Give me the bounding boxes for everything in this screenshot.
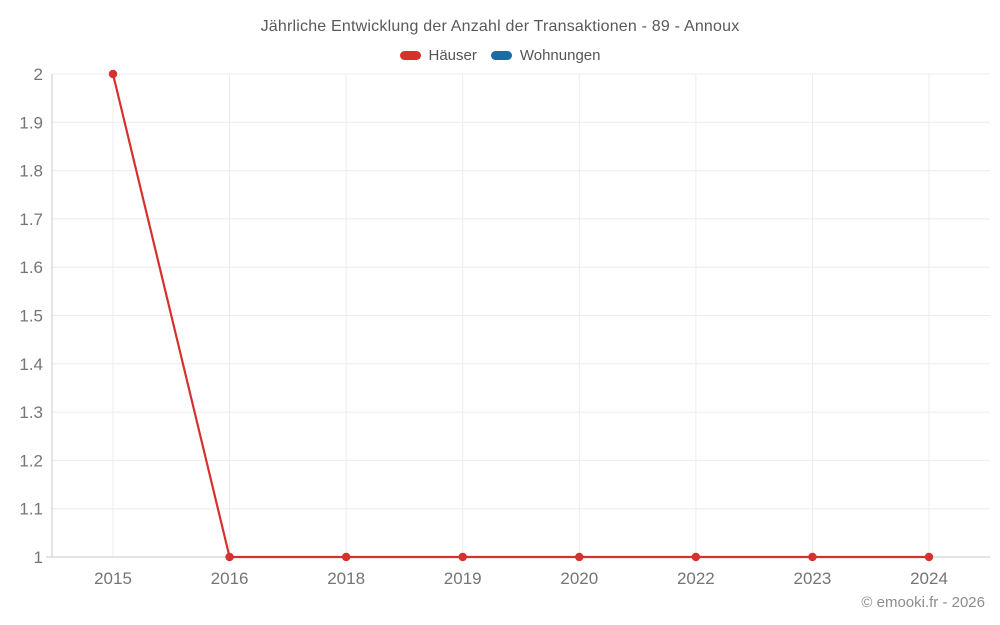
legend-swatch-hauser [399,51,421,60]
series-line [111,73,929,559]
y-tick-label: 1 [34,548,43,567]
legend-item-wohnungen[interactable]: Wohnungen [490,47,601,64]
x-tick-label: 2019 [444,569,482,588]
data-point[interactable] [341,552,351,562]
legend-label-hauser: Häuser [428,47,477,64]
legend-label-wohnungen: Wohnungen [519,47,601,64]
legend-item-hauser[interactable]: Häuser [399,47,477,64]
x-tick-label: 2018 [327,569,365,588]
copyright: © emooki.fr - 2026 [861,594,985,611]
data-point[interactable] [458,552,467,562]
legend-swatch-wohnungen [490,51,512,60]
y-tick-label: 1.9 [19,113,43,132]
y-tick-label: 1.5 [19,307,43,326]
chart-title: Jährliche Entwicklung der Anzahl der Tra… [260,18,740,35]
x-tick-label: 2023 [794,569,832,588]
y-tick-label: 2 [34,65,43,84]
y-tick-label: 1.4 [19,355,43,374]
y-tick-label: 1.1 [19,500,43,519]
y-tick-label: 1.6 [19,258,43,277]
y-tick-label: 1.3 [19,403,43,422]
data-point[interactable] [575,552,584,562]
y-tick-label: 1.8 [19,162,43,181]
x-tick-label: 2024 [910,569,948,588]
chart-legend: Häuser Wohnungen [0,47,1000,64]
data-point[interactable] [691,552,701,562]
data-point[interactable] [225,552,234,562]
data-point[interactable] [108,69,118,79]
y-tick-label: 1.2 [19,451,43,470]
x-tick-label: 2016 [211,569,249,588]
x-tick-label: 2022 [677,569,715,588]
x-tick-label: 2015 [94,569,132,588]
data-point[interactable] [808,552,817,562]
y-tick-label: 1.7 [19,210,43,229]
data-point[interactable] [924,552,934,562]
x-tick-label: 2020 [560,569,598,588]
